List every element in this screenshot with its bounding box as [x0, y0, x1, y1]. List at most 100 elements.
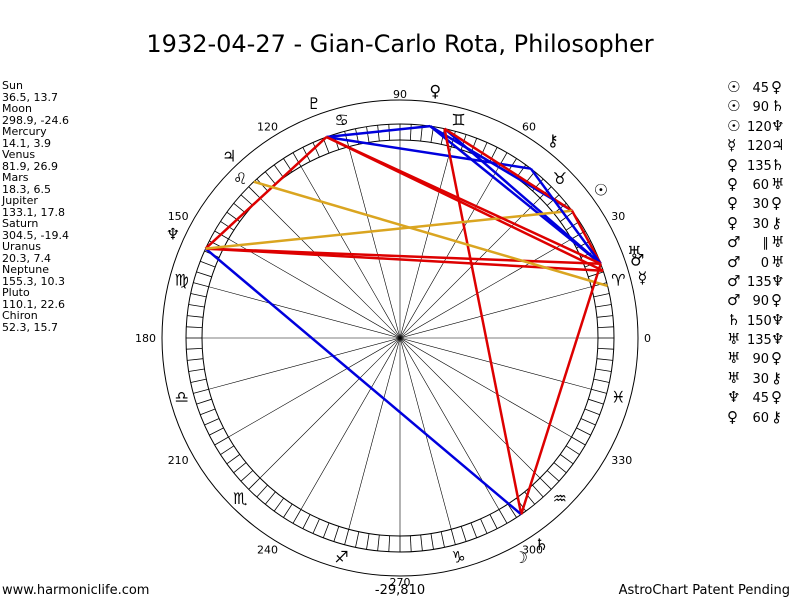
aspect-planet-a: ☉: [727, 116, 741, 135]
planet-glyph: ☉: [594, 180, 608, 199]
aspect-row: ♂ ∥ ♅: [727, 233, 784, 252]
degree-tick: [420, 534, 423, 551]
degree-tick: [273, 164, 284, 179]
degree-tick: [377, 534, 380, 551]
planet-glyph: ☽: [514, 548, 528, 567]
aspect-angle: 150: [747, 313, 772, 329]
aspect-angle: 90: [752, 352, 769, 368]
degree-label: 60: [522, 121, 536, 134]
planet-glyph: ♄: [534, 535, 548, 554]
degree-tick: [312, 518, 320, 534]
degree-tick: [489, 514, 498, 529]
aspect-row: ♂ 90 ♀: [727, 291, 784, 310]
degree-tick: [539, 477, 552, 490]
degree-tick: [553, 462, 567, 473]
aspect-planet-a: ☉: [727, 78, 741, 96]
degree-tick: [591, 388, 607, 394]
planet-coords: 20.3, 7.4: [2, 251, 51, 265]
degree-tick: [580, 418, 596, 426]
page-title: 1932-04-27 - Gian-Carlo Rota, Philosophe…: [146, 30, 654, 58]
aspect-planet-b: ♀: [771, 291, 782, 310]
degree-tick: [593, 293, 610, 298]
degree-tick: [584, 408, 600, 416]
aspect-planet-b: ⚷: [771, 213, 782, 232]
planet-coords: 155.3, 10.3: [2, 274, 65, 288]
aspect-planet-b: ⚷: [771, 368, 782, 387]
degree-tick: [256, 484, 268, 498]
planet-coords: 14.1, 3.9: [2, 136, 51, 150]
planet-coords: 18.3, 6.5: [2, 182, 51, 196]
planet-coords: 110.1, 22.6: [2, 297, 65, 311]
degree-tick: [220, 221, 235, 231]
planet-name: Venus: [2, 148, 36, 161]
aspect-line: [204, 247, 523, 516]
aspect-planet-a: ♅: [727, 349, 741, 368]
aspect-planet-b: ♅: [771, 174, 785, 193]
aspect-angle: ∥: [762, 236, 770, 252]
aspect-row: ♅ 135♆: [727, 330, 784, 349]
aspect-planet-a: ♆: [727, 388, 741, 407]
aspect-line: [205, 209, 573, 250]
degree-tick: [597, 326, 614, 329]
planet-name: Chiron: [2, 309, 38, 322]
degree-label: 30: [611, 210, 625, 223]
planet-glyph: ♂: [630, 251, 644, 270]
degree-tick: [265, 171, 276, 185]
aspect-row: ♀ 60 ♅: [727, 175, 784, 194]
degree-label: 180: [135, 332, 156, 345]
degree-tick: [366, 126, 370, 143]
planet-coords: 298.9, -24.6: [2, 113, 69, 127]
aspect-row: ♄ 150♆: [727, 311, 784, 330]
aspect-angle: 30: [752, 371, 769, 387]
planet-coords: 133.1, 17.8: [2, 205, 65, 219]
outer-ring: [161, 99, 639, 577]
aspect-angle: 30: [752, 216, 769, 232]
degree-tick: [186, 347, 203, 350]
planet-name: Moon: [2, 102, 32, 115]
footer-value: -29,810: [374, 583, 426, 598]
degree-tick: [273, 497, 284, 512]
aspect-angle: 120: [747, 139, 772, 155]
aspect-planet-a: ♀: [727, 407, 738, 426]
aspect-angle: 90: [752, 100, 769, 116]
planet-name: Jupiter: [2, 194, 38, 207]
zodiac-sign-glyph: ♊: [451, 111, 465, 130]
aspect-row: ♀ 30 ♀: [727, 194, 784, 213]
degree-tick: [193, 282, 209, 288]
degree-tick: [196, 271, 212, 278]
aspect-row: ♀ 60 ⚷: [727, 408, 784, 427]
planet-glyph: ♇: [307, 94, 321, 113]
degree-tick: [524, 491, 535, 505]
planet-name: Pluto: [2, 286, 30, 299]
aspect-line: [443, 127, 602, 265]
aspect-planet-b: ♄: [771, 155, 785, 174]
degree-tick: [565, 445, 580, 455]
degree-tick: [214, 436, 229, 446]
degree-tick: [283, 503, 293, 518]
aspect-row: ♂ 135♆: [727, 272, 784, 291]
degree-tick: [430, 533, 434, 550]
aspect-planet-b: ♀: [771, 388, 782, 407]
aspect-planet-b: ♀: [771, 78, 782, 96]
aspect-list: ☉ 45 ♀ ☉ 90 ♄ ☉ 120♆ ☿ 120♃ ♀ 135♄ ♀ 60 ♅ ♀ 30 ♀ ♀ 30 ⚷ ♂ ∥ ♅ ♂ 0…: [727, 78, 784, 427]
planet-name: Saturn: [2, 217, 39, 230]
aspect-row: ☉ 90 ♄: [727, 97, 784, 116]
aspect-line: [570, 210, 602, 265]
degree-tick: [588, 271, 604, 278]
aspect-angle: 135: [747, 333, 772, 349]
degree-tick: [450, 529, 456, 545]
aspect-row: ♅ 30 ⚷: [727, 369, 784, 388]
degree-label: 210: [168, 454, 189, 467]
zodiac-sign-glyph: ♐: [334, 547, 348, 566]
degree-tick: [322, 522, 330, 538]
aspect-planet-a: ☉: [727, 97, 741, 116]
aspect-planet-b: ♀: [771, 349, 782, 368]
aspect-line: [443, 128, 523, 515]
aspect-planet-a: ♅: [727, 368, 741, 387]
degree-tick: [559, 454, 574, 465]
aspect-row: ☉ 45 ♀: [727, 78, 784, 97]
degree-tick: [595, 304, 612, 308]
aspect-angle: 60: [752, 410, 769, 426]
aspect-row: ♀ 30 ⚷: [727, 214, 784, 233]
